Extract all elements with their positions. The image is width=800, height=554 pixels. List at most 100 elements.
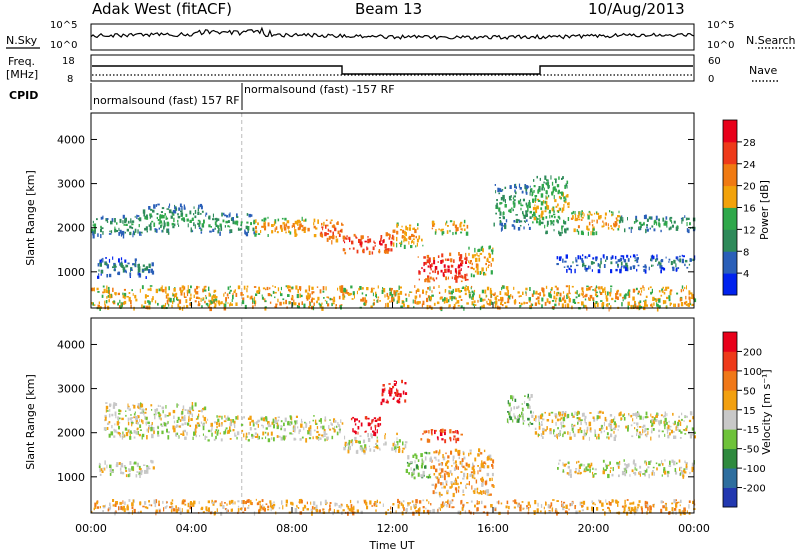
scatter-band (493, 183, 533, 232)
velocity-ylabel: Slant Range [km] (24, 374, 37, 470)
scatter-band (430, 448, 495, 498)
colorbar-tick-label: 8 (743, 247, 749, 258)
scatter-band (380, 379, 408, 406)
power-colorbar-label: Power [dB] (758, 180, 771, 240)
colorbar-tick-label: 24 (743, 160, 756, 171)
colorbar-tick-label: 100 (743, 367, 762, 378)
frequency-trace (92, 65, 693, 75)
scatter-band (317, 219, 344, 245)
scatter-band (619, 214, 696, 234)
power-heatmap (91, 113, 697, 312)
colorbar-segment (723, 185, 737, 208)
colorbar-tick-label: -50 (743, 445, 759, 456)
power-ylabel: Slant Range [km] (24, 170, 37, 266)
freq-tick-bottom: 8 (67, 74, 73, 85)
scatter-band (570, 210, 621, 236)
colorbar-segment (723, 448, 737, 469)
cpid-segment-2: normalsound (fast) -157 RF (244, 83, 395, 96)
velocity-yticks: 4000 3000 2000 1000 (57, 338, 694, 484)
xtick-label: 08:00 (276, 522, 308, 535)
freq-tick-top: 18 (62, 56, 75, 67)
colorbar-segment (723, 141, 737, 165)
ytick-label: 2000 (57, 427, 85, 440)
nsky-label: N.Sky (6, 34, 38, 47)
xtick-label: 16:00 (477, 522, 509, 535)
noise-tick-left-top: 10^5 (50, 20, 77, 31)
velocity-colorbar: 200 100 50 15 -15 -50 -100 -200 (722, 331, 766, 508)
scatter-band (556, 254, 696, 274)
colorbar-tick-label: 12 (743, 225, 756, 236)
time-axis-label: Time UT (368, 539, 414, 552)
colorbar-segment (723, 251, 737, 274)
scatter-band (103, 402, 207, 440)
colorbar-tick-label: 50 (743, 386, 756, 397)
scatter-band (468, 245, 494, 278)
colorbar-segment (723, 120, 737, 143)
nave-tick-bottom: 0 (708, 74, 714, 85)
colorbar-segment (723, 332, 737, 352)
power-colorbar: 28 24 20 16 12 8 4 (722, 119, 756, 296)
scatter-band (204, 415, 344, 443)
freq-panel-frame (90, 54, 695, 82)
colorbar-tick-label: -15 (743, 425, 759, 436)
colorbar-segment (723, 273, 737, 296)
xtick-label: 00:00 (75, 522, 107, 535)
nsearch-label: N.Search (746, 34, 796, 47)
noise-tick-left-bottom: 10^0 (50, 40, 77, 51)
scatter-band (420, 428, 463, 444)
scatter-band (392, 222, 424, 249)
xtick-label: 00:00 (678, 522, 710, 535)
cpid-label: CPID (9, 89, 38, 102)
power-yticks: 4000 3000 2000 1000 (57, 133, 694, 279)
colorbar-frame (722, 331, 738, 508)
ytick-label: 1000 (57, 266, 85, 279)
scatter-band (342, 232, 394, 255)
colorbar-segment (723, 468, 737, 488)
colorbar-segment (723, 487, 737, 508)
scatter-band (98, 459, 155, 478)
scatter-band (91, 498, 696, 516)
colorbar-segment (723, 229, 737, 252)
colorbar-tick-label: 20 (743, 182, 756, 193)
scatter-band (343, 432, 408, 455)
scatter-band (142, 203, 205, 235)
scatter-band (350, 416, 382, 437)
velocity-panel-frame (90, 317, 695, 514)
scatter-band (530, 175, 570, 237)
ytick-label: 3000 (57, 383, 85, 396)
colorbar-segment (723, 390, 737, 411)
time-axis-ticks: 00:00 04:00 08:00 12:00 16:00 20:00 00:00 (75, 302, 710, 535)
colorbar-segment (723, 207, 737, 230)
noise-tick-right-bottom: 10^0 (707, 40, 734, 51)
noise-panel-frame (90, 23, 695, 51)
colorbar-segment (723, 163, 737, 187)
colorbar-segment (723, 429, 737, 449)
scatter-band (97, 256, 155, 279)
scatter-band (417, 252, 470, 283)
station-title: Adak West (fitACF) (92, 0, 232, 18)
noise-tick-right-top: 10^5 (707, 20, 734, 31)
colorbar-segment (723, 409, 737, 430)
colorbar-tick-label: 16 (743, 204, 756, 215)
colorbar-tick-label: -100 (743, 464, 766, 475)
velocity-heatmap (91, 318, 696, 516)
noise-sky-trace (90, 26, 695, 41)
ytick-label: 4000 (57, 338, 85, 351)
colorbar-tick-label: 28 (743, 138, 756, 149)
scatter-band (506, 393, 534, 428)
scatter-band (431, 219, 469, 236)
scatter-band (405, 451, 432, 480)
scatter-band (205, 212, 256, 237)
date-title: 10/Aug/2013 (588, 0, 685, 18)
xtick-label: 04:00 (176, 522, 208, 535)
colorbar-tick-label: 200 (743, 347, 762, 358)
ytick-label: 4000 (57, 133, 85, 146)
scatter-band (91, 214, 143, 239)
freq-unit-label: [MHz] (6, 68, 38, 81)
colorbar-tick-label: 15 (743, 406, 756, 417)
velocity-colorbar-label: Velocity [m s⁻¹] (760, 369, 773, 454)
beam-title: Beam 13 (355, 0, 422, 18)
colorbar-tick-label: -200 (743, 484, 766, 495)
xtick-label: 12:00 (377, 522, 409, 535)
